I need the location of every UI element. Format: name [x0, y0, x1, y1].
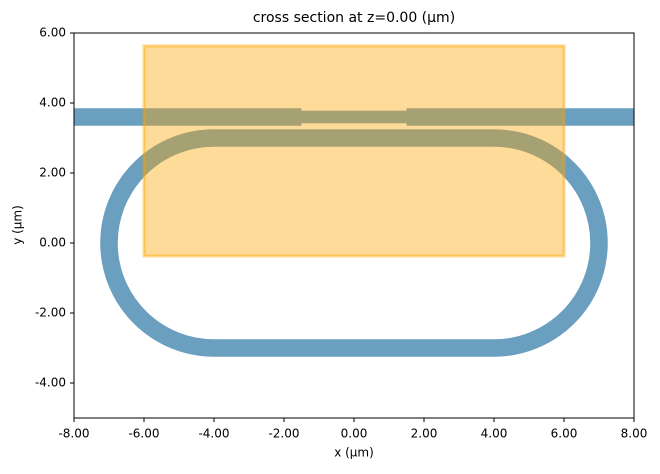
x-tick-label: -4.00 — [198, 427, 229, 441]
y-tick-label: 0.00 — [39, 236, 66, 250]
ring-waveguide — [100, 129, 608, 357]
waveguide-segment — [74, 108, 302, 126]
y-tick-label: -4.00 — [35, 376, 66, 390]
x-tick-label: 6.00 — [551, 427, 578, 441]
waveguide-segment — [301, 110, 407, 124]
x-axis-label: x (μm) — [334, 446, 374, 460]
x-tick-label: -6.00 — [128, 427, 159, 441]
x-tick-label: 8.00 — [621, 427, 648, 441]
y-tick-label: 4.00 — [39, 96, 66, 110]
x-tick-label: -8.00 — [58, 427, 89, 441]
y-axis-label: y (μm) — [11, 205, 25, 245]
simulation-region — [142, 44, 566, 258]
waveguide-segment — [406, 108, 634, 126]
x-tick-label: -2.00 — [268, 427, 299, 441]
y-tick-label: -2.00 — [35, 306, 66, 320]
plot-area — [74, 44, 634, 357]
chart-title: cross section at z=0.00 (μm) — [253, 10, 455, 26]
x-tick-label: 2.00 — [411, 427, 438, 441]
x-tick-label: 4.00 — [481, 427, 508, 441]
y-tick-label: 2.00 — [39, 166, 66, 180]
y-tick-label: 6.00 — [39, 26, 66, 40]
x-tick-label: 0.00 — [341, 427, 368, 441]
